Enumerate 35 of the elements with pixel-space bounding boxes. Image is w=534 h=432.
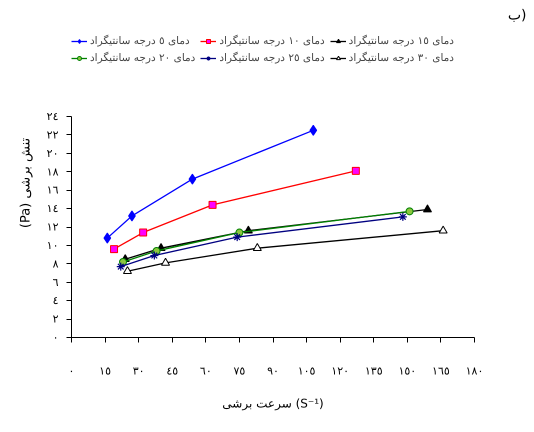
y-tick-label: ٢ [52, 312, 59, 326]
x-tick-label: ١٠٥ [298, 364, 316, 378]
x-tick-label: ٧٥ [234, 364, 246, 378]
x-tick-label: ١٨٠ [466, 364, 484, 378]
y-axis-title: (Pa) تنش برشی [18, 137, 34, 228]
y-tick-label: ٨ [52, 257, 59, 270]
x-axis-title: سرعت برشی (S⁻¹) [222, 396, 324, 410]
y-tick-label: ٢٢ [46, 128, 59, 142]
legend-label: دمای ٢٥ درجه سانتیگراد [219, 52, 325, 64]
y-tick-label: ١٤ [46, 202, 59, 216]
y-tick-label: ٢٠ [46, 146, 59, 160]
y-tick-label: ١٦ [46, 184, 59, 197]
y-tick-label: ١٢ [46, 220, 59, 234]
y-tick-label: ٤ [52, 294, 59, 308]
y-tick-label: ٢٤ [46, 110, 59, 123]
y-tick-label: ١٨ [46, 165, 59, 178]
legend-label: دمای ٣٠ درجه سانتیگراد [348, 52, 454, 64]
y-tick-label: ٠ [52, 331, 59, 344]
x-tick-label: ٩٠ [267, 364, 279, 378]
legend-label: دمای ٥ درجه سانتیگراد [90, 35, 190, 47]
x-tick-label: ١٢٠ [331, 364, 350, 378]
x-tick-label: ٤٥ [166, 364, 178, 378]
x-tick-label: ٦٠ [200, 364, 212, 378]
legend-label: دمای ١٥ درجه سانتیگراد [348, 35, 454, 47]
x-tick-label: ١٥ [99, 364, 112, 378]
y-tick-label: ١٠ [46, 238, 59, 252]
x-tick-label: ١٣٥ [364, 364, 383, 378]
x-tick-label: ٣٠ [132, 364, 145, 378]
x-tick-label: ٠ [68, 364, 74, 378]
x-tick-label: ١٥٠ [398, 364, 416, 378]
y-tick-label: ٦ [52, 276, 59, 289]
text: ب) [508, 8, 527, 24]
legend-label: دمای ١٠ درجه سانتیگراد [219, 35, 325, 47]
x-tick-label: ١٦٥ [432, 364, 450, 378]
legend-label: دمای ٢٠ درجه سانتیگراد [90, 52, 196, 64]
